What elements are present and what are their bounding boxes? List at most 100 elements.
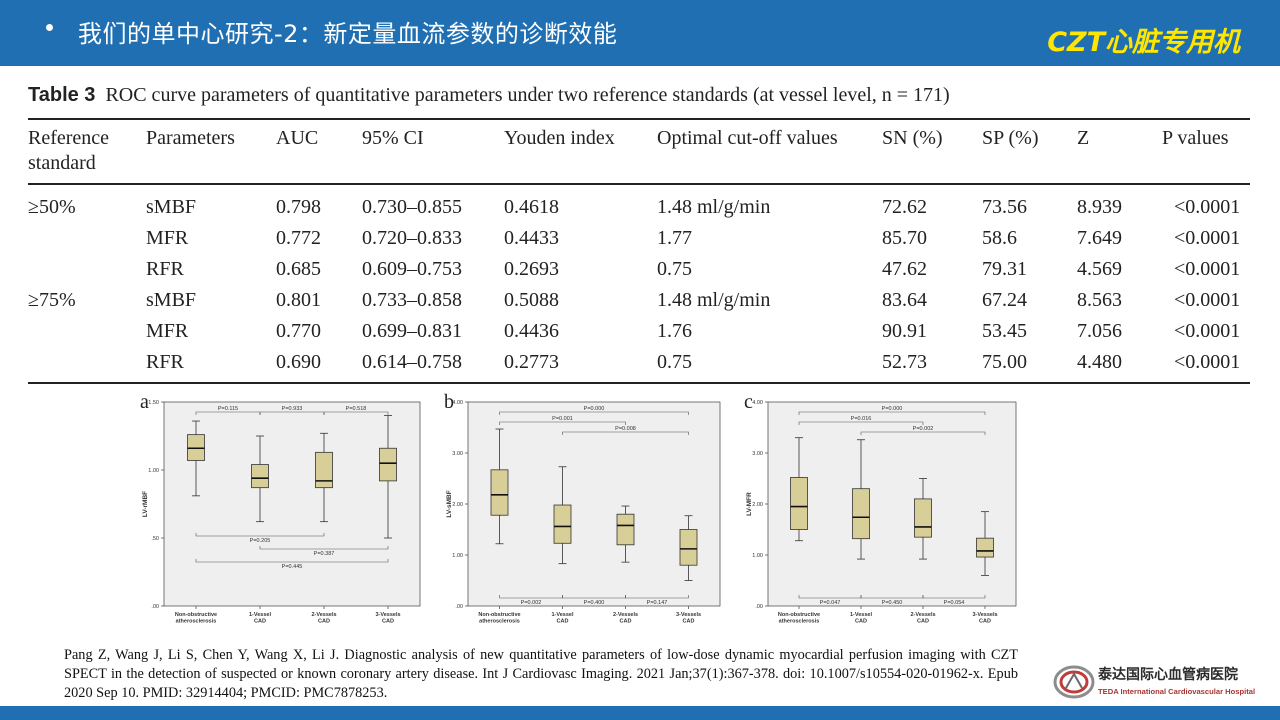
comparison-bracket (860, 431, 986, 435)
y-tick-label: .00 (755, 604, 763, 610)
y-tick-label: 1.00 (452, 553, 463, 559)
panel-label: c (744, 391, 753, 413)
box (790, 477, 808, 530)
table-bottom-rule (28, 382, 1250, 384)
cell-z: 4.569 (1077, 258, 1122, 280)
y-tick-label: 3.00 (752, 451, 763, 457)
cell-z: 8.939 (1077, 196, 1122, 218)
comparison-p-value: P=0.147 (647, 600, 668, 606)
cell-ci: 0.614–0.758 (362, 351, 462, 373)
slide-header: 我们的单中心研究-2：新定量血流参数的诊断效能 CZT心脏专用机 (0, 0, 1280, 66)
table-top-rule (28, 118, 1250, 120)
box (315, 451, 333, 489)
comparison-p-value: P=0.518 (346, 406, 367, 412)
slide-footer (0, 706, 1280, 720)
cell-youden: 0.4436 (504, 320, 559, 342)
table-label: Table 3 (28, 84, 96, 106)
cell-youden: 0.2773 (504, 351, 559, 373)
comparison-p-value: P=0.000 (584, 406, 605, 412)
comparison-p-value: P=0.008 (615, 426, 636, 432)
box (379, 447, 397, 482)
box (490, 469, 509, 516)
comparison-p-value: P=0.400 (584, 600, 605, 606)
cell-sp: 67.24 (982, 289, 1027, 311)
cell-parameter: RFR (146, 351, 184, 373)
y-tick-label: 1.00 (148, 468, 159, 474)
col-header-ci: 95% CI (362, 127, 424, 149)
table-caption-text: ROC curve parameters of quantitative par… (105, 84, 950, 106)
cell-ci: 0.733–0.858 (362, 289, 462, 311)
cell-ci: 0.699–0.831 (362, 320, 462, 342)
cell-auc: 0.690 (276, 351, 321, 373)
y-tick-label: 1.50 (148, 400, 159, 406)
col-header-cutoff: Optimal cut-off values (657, 127, 838, 149)
comparison-bracket (798, 411, 986, 415)
cell-sp: 79.31 (982, 258, 1027, 280)
panel-label: a (140, 391, 149, 413)
cell-p: <0.0001 (1174, 196, 1241, 218)
comparison-bracket (922, 595, 986, 599)
comparison-bracket (798, 421, 924, 425)
brand-label: CZT心脏专用机 (1047, 27, 1240, 58)
cell-ci: 0.609–0.753 (362, 258, 462, 280)
comparison-p-value: P=0.002 (521, 600, 542, 606)
x-tick-label: 2-Vessels CAD (910, 612, 935, 625)
x-tick-label: 3-Vessels CAD (676, 612, 701, 625)
cell-auc: 0.770 (276, 320, 321, 342)
comparison-p-value: P=0.205 (250, 538, 271, 544)
comparison-p-value: P=0.000 (882, 406, 903, 412)
cell-z: 8.563 (1077, 289, 1122, 311)
y-tick-label: 2.00 (752, 502, 763, 508)
cell-sn: 85.70 (882, 227, 927, 249)
comparison-p-value: P=0.047 (820, 600, 841, 606)
cell-youden: 0.4618 (504, 196, 559, 218)
x-tick-label: 1-Vessel CAD (850, 612, 872, 625)
col-header-sn: SN (%) (882, 127, 943, 149)
cell-sp: 75.00 (982, 351, 1027, 373)
col-header-reference: Reference standard (28, 127, 110, 174)
col-header-z: Z (1077, 127, 1090, 149)
cell-sn: 83.64 (882, 289, 927, 311)
cell-p: <0.0001 (1174, 320, 1241, 342)
cell-p: <0.0001 (1174, 227, 1241, 249)
cell-sn: 72.62 (882, 196, 927, 218)
cell-youden: 0.4433 (504, 227, 559, 249)
comparison-bracket (625, 595, 689, 599)
cell-auc: 0.685 (276, 258, 321, 280)
box (852, 488, 870, 540)
comparison-bracket (323, 411, 389, 415)
y-axis-label: LV-sMBF (446, 490, 453, 517)
box (616, 513, 635, 546)
y-tick-label: 2.00 (452, 502, 463, 508)
cell-youden: 0.5088 (504, 289, 559, 311)
comparison-p-value: P=0.450 (882, 600, 903, 606)
table-header-rule (28, 183, 1250, 185)
cell-p: <0.0001 (1174, 258, 1241, 280)
cell-youden: 0.2693 (504, 258, 559, 280)
cell-z: 7.649 (1077, 227, 1122, 249)
cell-parameter: MFR (146, 320, 189, 342)
col-header-youden: Youden index (504, 127, 615, 149)
panel-label: b (444, 391, 454, 413)
y-axis-label: LV-rMBF (142, 491, 149, 517)
y-tick-label: .50 (151, 536, 159, 542)
bullet-icon (46, 24, 53, 31)
comparison-p-value: P=0.002 (913, 426, 934, 432)
comparison-bracket (562, 431, 689, 435)
box (553, 504, 572, 544)
cell-cutoff: 1.48 ml/g/min (657, 196, 771, 218)
logo-text-cn: 泰达国际心血管病医院 (1097, 666, 1238, 683)
plot-area (767, 401, 1017, 607)
box (251, 464, 269, 489)
y-axis-label: LV-MFR (746, 492, 753, 516)
cell-sp: 58.6 (982, 227, 1017, 249)
comparison-bracket (195, 533, 325, 537)
cell-parameter: RFR (146, 258, 184, 280)
cell-p: <0.0001 (1174, 351, 1241, 373)
comparison-p-value: P=0.016 (851, 416, 872, 422)
cell-cutoff: 1.76 (657, 320, 692, 342)
boxplot-figure-c: c .00 1.00 2.00 3.00 4.00 LV-MFR Non-obstructiv… (740, 390, 1028, 632)
col-header-auc: AUC (276, 127, 319, 149)
y-tick-label: .00 (455, 604, 463, 610)
comparison-bracket (259, 546, 389, 550)
